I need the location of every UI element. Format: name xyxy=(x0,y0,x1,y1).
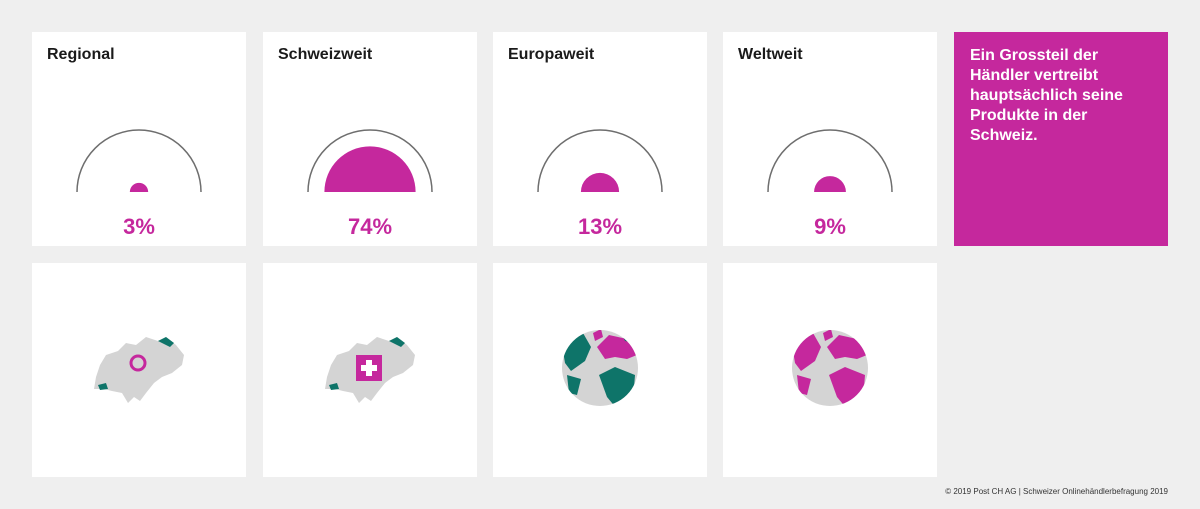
value-label: 74% xyxy=(347,214,393,239)
switzerland-map-cross-icon xyxy=(325,337,415,403)
gauge-value-fill xyxy=(129,182,149,192)
icon-card-europaweit xyxy=(493,263,707,477)
value-label: 9% xyxy=(814,214,846,239)
value-label: 3% xyxy=(123,214,155,239)
gauge-outline-arc xyxy=(76,129,202,193)
card-weltweit: Weltweit 9% xyxy=(723,32,937,246)
switzerland-map-pin-icon xyxy=(94,337,184,403)
gauge-outline-arc xyxy=(307,129,433,193)
copyright-footer: © 2019 Post CH AG | Schweizer Onlinehänd… xyxy=(945,487,1168,496)
card-europaweit: Europaweit 13% xyxy=(493,32,707,246)
gauge-weltweit xyxy=(767,129,893,193)
category-label: Weltweit xyxy=(738,46,803,63)
gauge-schweizweit xyxy=(307,129,433,193)
category-label: Regional xyxy=(47,46,115,63)
gauge-europaweit xyxy=(537,129,663,193)
gauge-outline-arc xyxy=(537,129,663,193)
category-label: Europaweit xyxy=(508,46,595,63)
icon-card-regional xyxy=(32,263,246,477)
gauge-value-fill xyxy=(814,176,846,192)
category-label: Schweizweit xyxy=(278,46,373,63)
card-schweizweit: Schweizweit 74% xyxy=(263,32,477,246)
value-label: 13% xyxy=(577,214,623,239)
summary-callout: Ein Grossteil der Händler vertreibt haup… xyxy=(954,32,1168,246)
card-regional: Regional 3% xyxy=(32,32,246,246)
icon-card-schweizweit xyxy=(263,263,477,477)
gauge-regional xyxy=(76,129,202,193)
gauge-value-fill xyxy=(580,172,620,192)
summary-text: Ein Grossteil der Händler vertreibt haup… xyxy=(970,47,1123,144)
globe-world-icon xyxy=(792,330,868,406)
gauge-outline-arc xyxy=(767,129,893,193)
icon-card-weltweit xyxy=(723,263,937,477)
globe-europe-icon xyxy=(562,330,638,406)
gauge-value-fill xyxy=(324,146,416,192)
